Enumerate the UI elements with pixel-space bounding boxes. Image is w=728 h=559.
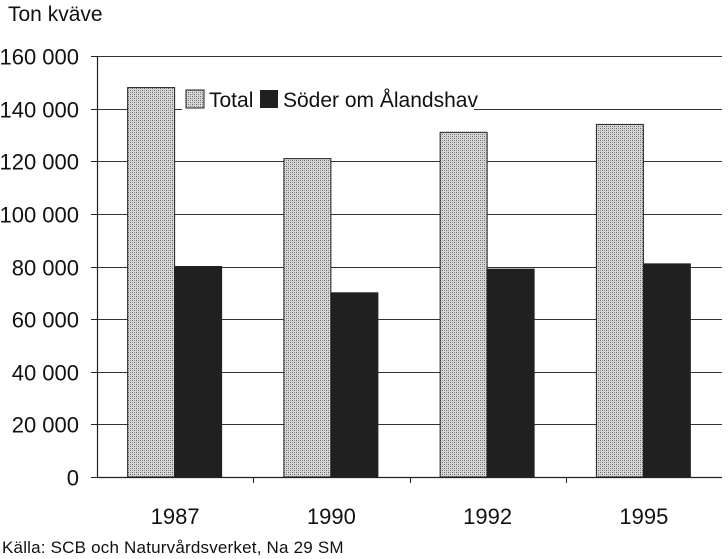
x-tick-label: 1987 — [151, 504, 200, 529]
legend-label-soder: Söder om Ålandshav — [283, 89, 478, 112]
bar-total — [439, 131, 488, 478]
axes — [96, 56, 722, 483]
source-note: Källa: SCB och Naturvårdsverket, Na 29 S… — [2, 538, 344, 557]
x-axis-tick-labels: 1987 1990 1992 1995 — [151, 504, 669, 529]
legend-background — [182, 88, 474, 114]
bars — [127, 87, 691, 478]
y-tick-label: 120 000 — [0, 150, 79, 175]
y-tick-label: 60 000 — [12, 308, 79, 333]
y-axis-tick-labels: 0 20 000 40 000 60 000 80 000 100 000 120 000 1… — [0, 45, 97, 491]
legend-swatch-total — [185, 89, 205, 109]
bar-soder-om-alandshav — [642, 263, 691, 478]
y-tick-label: 20 000 — [12, 413, 79, 438]
x-tick-label: 1992 — [463, 504, 512, 529]
legend-swatch-soder — [260, 90, 278, 108]
y-tick-label: 100 000 — [0, 203, 79, 228]
y-tick-label: 160 000 — [0, 45, 79, 70]
y-tick-label: 80 000 — [12, 256, 79, 281]
bar-soder-om-alandshav — [174, 266, 223, 478]
bar-total — [127, 87, 176, 478]
x-tick-label: 1995 — [619, 504, 668, 529]
y-tick-label: 140 000 — [0, 98, 79, 123]
bar-total — [283, 158, 332, 478]
y-tick-label: 0 — [67, 466, 79, 491]
legend: Total Söder om Ålandshav — [182, 88, 478, 114]
bar-total — [595, 123, 644, 478]
y-tick-label: 40 000 — [12, 361, 79, 386]
bar-soder-om-alandshav — [330, 292, 379, 478]
bar-soder-om-alandshav — [486, 268, 535, 478]
legend-label-total: Total — [209, 89, 253, 112]
x-tick-label: 1990 — [307, 504, 356, 529]
y-axis-title: Ton kväve — [8, 3, 103, 26]
